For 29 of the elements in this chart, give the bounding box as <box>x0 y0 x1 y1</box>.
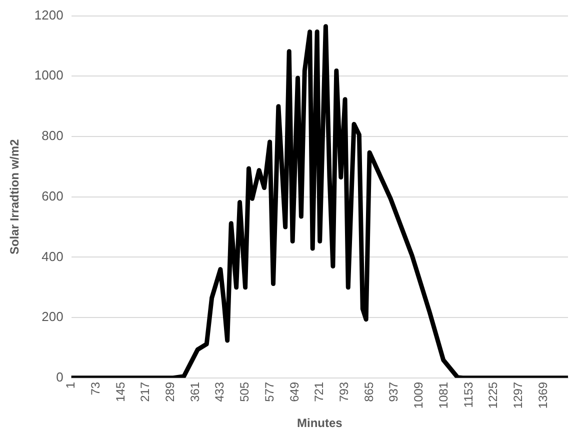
y-tick-label: 400 <box>42 248 64 264</box>
x-tick-label: 577 <box>262 382 276 402</box>
y-tick-label: 1000 <box>34 68 64 83</box>
x-tick-label: 1225 <box>486 382 500 409</box>
x-tick-label: 1153 <box>461 382 476 408</box>
x-tick-label: 1081 <box>436 382 450 409</box>
x-tick-label: 505 <box>238 382 252 402</box>
y-tick-label: 800 <box>42 128 64 144</box>
y-tick-label: 600 <box>42 188 64 204</box>
y-tick-label: 1200 <box>34 7 64 22</box>
x-tick-label: 1297 <box>510 382 525 409</box>
x-tick-label: 289 <box>163 382 178 402</box>
x-tick-label: 649 <box>287 382 302 402</box>
x-tick-label: 793 <box>336 382 351 402</box>
x-tick-label: 937 <box>386 382 401 402</box>
x-tick-label: 433 <box>212 382 227 402</box>
x-axis-title: Minutes <box>296 416 343 430</box>
y-tick-label: 200 <box>42 309 64 324</box>
x-tick-label: 721 <box>312 382 326 402</box>
x-tick-label: 145 <box>113 382 128 402</box>
x-tick-label: 865 <box>362 382 376 402</box>
x-tick-label: 1009 <box>412 382 426 409</box>
y-axis-title: Solar Irradtion w/m2 <box>8 138 22 255</box>
x-tick-label: 217 <box>138 382 152 402</box>
x-tick-label: 361 <box>188 382 202 402</box>
y-tick-label: 0 <box>56 369 64 384</box>
x-tick-label: 73 <box>88 382 102 396</box>
x-tick-label: 1369 <box>536 382 550 409</box>
x-tick-label: 1 <box>64 382 78 389</box>
